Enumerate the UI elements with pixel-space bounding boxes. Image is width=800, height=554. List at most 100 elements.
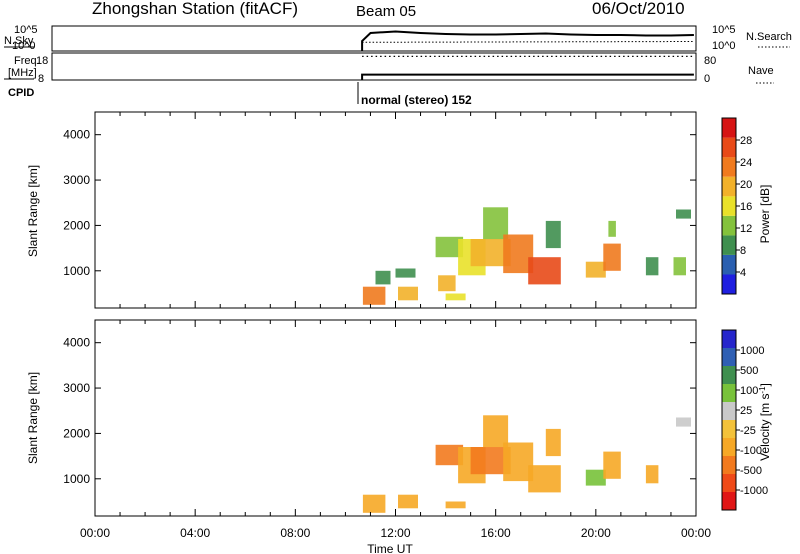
power-ylabel: Slant Range [km] [26,165,40,257]
velocity-heatmap-cells [362,415,691,513]
xtick-label: 08:00 [280,526,310,540]
xtick-label: 12:00 [380,526,410,540]
colorbar-swatch [722,474,736,492]
colorbar-swatch [722,366,736,384]
heatmap-cell [435,444,464,466]
beam-label: Beam 05 [356,3,416,20]
heatmap-cell [676,209,691,219]
colorbar-swatch [722,274,736,294]
heatmap-cell [528,465,561,493]
ytick-label: 4000 [63,336,90,350]
heatmap-cell [395,268,416,278]
freq-unit-label: [MHz] [8,67,37,79]
heatmap-cell [398,494,418,509]
noise-ytick-right-bottom: 10^0 [712,40,736,52]
colorbar-swatch [722,215,736,236]
colorbar-tick-label: 8 [740,245,746,257]
xtick-label: 20:00 [581,526,611,540]
nsearch-series-line [362,41,694,43]
colorbar-tick-label: 25 [740,405,752,417]
xtick-label: 16:00 [481,526,511,540]
colorbar-frame [721,329,737,511]
colorbar-tick-label: 100 [740,385,758,397]
frequency-panel-frame [51,52,697,81]
heatmap-cell [645,465,659,484]
colorbar-swatch [722,456,736,474]
colorbar-tick-label: 16 [740,201,752,213]
colorbar-swatch [722,492,736,510]
colorbar-swatch [722,384,736,402]
noise-panel-frame [51,25,697,52]
ytick-label: 2000 [63,426,90,440]
velocity-ylabel: Slant Range [km] [26,372,40,464]
heatmap-cell [483,207,509,240]
power-heatmap-cells [362,207,691,305]
heatmap-cell [445,293,466,301]
date-label: 06/Oct/2010 [592,0,685,18]
nave-ytick-top: 80 [704,55,716,67]
heatmap-cell [362,286,386,305]
colorbar-swatch [722,235,736,255]
colorbar-tick-label: -1000 [740,485,768,497]
heatmap-cell [398,286,418,301]
velocity-colorbar: -1000 -500 -100 -25 25 100 500 1000 [721,329,768,511]
colorbar-tick-label: -25 [740,425,756,437]
ytick-label: 4000 [63,128,90,142]
colorbar-tick-label: 28 [740,135,752,147]
heatmap-cell [585,261,606,278]
velocity-panel: 1000 2000 3000 4000 Slant Range [km] -1000 -… [26,319,773,517]
colorbar-swatch [722,420,736,438]
colorbar-swatch [722,348,736,366]
noise-panel: N.Sky 10^5 10^0 10^5 10^0 N.Search [4,24,792,52]
colorbar-swatch [722,438,736,456]
nave-ytick-bottom: 0 [704,73,710,85]
heatmap-cell [608,220,616,237]
xtick-label: 00:00 [681,526,711,540]
colorbar-tick-label: 24 [740,157,752,169]
colorbar-tick-label: 1000 [740,345,764,357]
colorbar-swatch [722,118,736,138]
colorbar-tick-label: 12 [740,223,752,235]
colorbar-tick-label: 500 [740,365,758,377]
ytick-label: 3000 [63,381,90,395]
colorbar-swatch [722,254,736,275]
time-axis-labels: 00:00 04:00 08:00 12:00 16:00 20:00 00:00 [80,526,711,540]
heatmap-cell [603,243,621,271]
xtick-label: 04:00 [180,526,210,540]
colorbar-tick-label: -500 [740,465,762,477]
ytick-label: 1000 [63,472,90,486]
ytick-label: 3000 [63,173,90,187]
colorbar-swatch [722,157,736,177]
power-colorbar-label: Power [dB] [758,185,772,244]
heatmap-cell [375,270,391,285]
noise-ytick-left-top: 10^5 [14,24,38,36]
power-panel: 1000 2000 3000 4000 Slant Range [km] 4 8 12 16… [26,111,772,309]
velocity-colorbar-label: Velocity [m s-1] [758,383,773,461]
freq-ytick-bottom: 8 [38,73,44,85]
nave-label: Nave [748,65,774,77]
heatmap-cell [362,494,386,513]
heatmap-cell [435,236,464,258]
heatmap-cell [445,501,466,509]
colorbar-swatch [722,137,736,158]
ytick-label: 2000 [63,218,90,232]
nsky-label: N.Sky [4,35,34,47]
nsky-series-line [361,30,694,51]
heatmap-cell [528,257,561,285]
time-axis-title: Time UT [367,542,413,554]
velocity-panel-frame [94,319,697,517]
freq-series-line [361,73,694,80]
xtick-label: 00:00 [80,526,110,540]
heatmap-cell [585,469,606,486]
cpid-label: CPID [8,87,34,99]
freq-label: Freq. [14,55,40,67]
heatmap-cell [438,275,456,292]
ytick-label: 1000 [63,264,90,278]
nsearch-label: N.Search [746,31,792,43]
colorbar-swatch [722,402,736,420]
noise-ytick-right-top: 10^5 [712,24,736,36]
frequency-panel: Freq. [MHz] 18 8 80 0 Nave [4,52,774,85]
colorbar-swatch [722,176,736,197]
colorbar-swatch [722,196,736,216]
